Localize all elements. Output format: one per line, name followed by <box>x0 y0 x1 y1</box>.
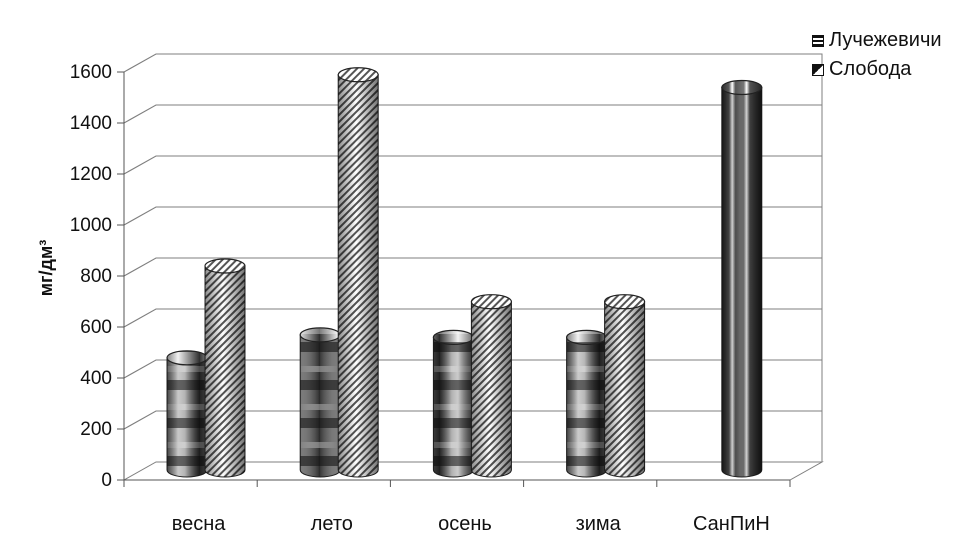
bar-sloboda <box>470 294 512 478</box>
y-tick-label: 1000 <box>70 215 112 236</box>
bar-luchezhevichi <box>432 329 474 478</box>
legend-item-luchezhevichi: Лучежевичи <box>812 26 942 55</box>
bar-sloboda <box>337 67 379 478</box>
bar-luchezhevichi <box>565 329 608 478</box>
y-axis: 0 200 400 600 800 1000 1200 1400 1600 <box>70 62 791 491</box>
legend-label: Слобода <box>829 58 912 80</box>
gridline <box>123 257 822 277</box>
legend-swatch-icon <box>812 34 824 47</box>
y-tick-label: 0 <box>101 470 112 491</box>
y-tick-label: 1600 <box>70 62 112 83</box>
y-tick-label: 800 <box>80 266 112 287</box>
y-tick-label: 200 <box>80 419 112 440</box>
y-tick-label: 1200 <box>70 164 112 185</box>
bar-luchezhevichi <box>166 350 208 478</box>
x-tick-label: СанПиН <box>693 513 770 535</box>
x-tick-label: лето <box>311 513 353 535</box>
legend-label: Лучежевичи <box>829 29 942 51</box>
bar-sanpin-norm <box>721 79 763 478</box>
bar-luchezhevichi <box>299 327 341 478</box>
gridline <box>123 308 822 328</box>
gridline <box>123 155 822 175</box>
y-tick-label: 400 <box>80 368 112 389</box>
y-tick-label: 1400 <box>70 113 112 134</box>
y-axis-label: мг/дм³ <box>36 240 56 297</box>
x-tick-label: зима <box>576 513 622 535</box>
gridlines <box>123 53 822 430</box>
x-tick-label: осень <box>438 513 492 535</box>
x-tick-label: весна <box>172 513 227 535</box>
bar-sloboda <box>204 258 246 478</box>
legend: Лучежевичи Слобода <box>812 26 942 84</box>
legend-item-sloboda: Слобода <box>812 55 942 84</box>
bar-sloboda <box>603 294 646 478</box>
gridline <box>123 206 822 226</box>
legend-swatch-icon <box>812 63 824 76</box>
gridline <box>123 104 822 124</box>
gridline <box>123 53 822 73</box>
x-axis-labels: весна лето осень зима СанПиН <box>172 513 770 535</box>
y-tick-label: 600 <box>80 317 112 338</box>
bars <box>166 67 763 478</box>
